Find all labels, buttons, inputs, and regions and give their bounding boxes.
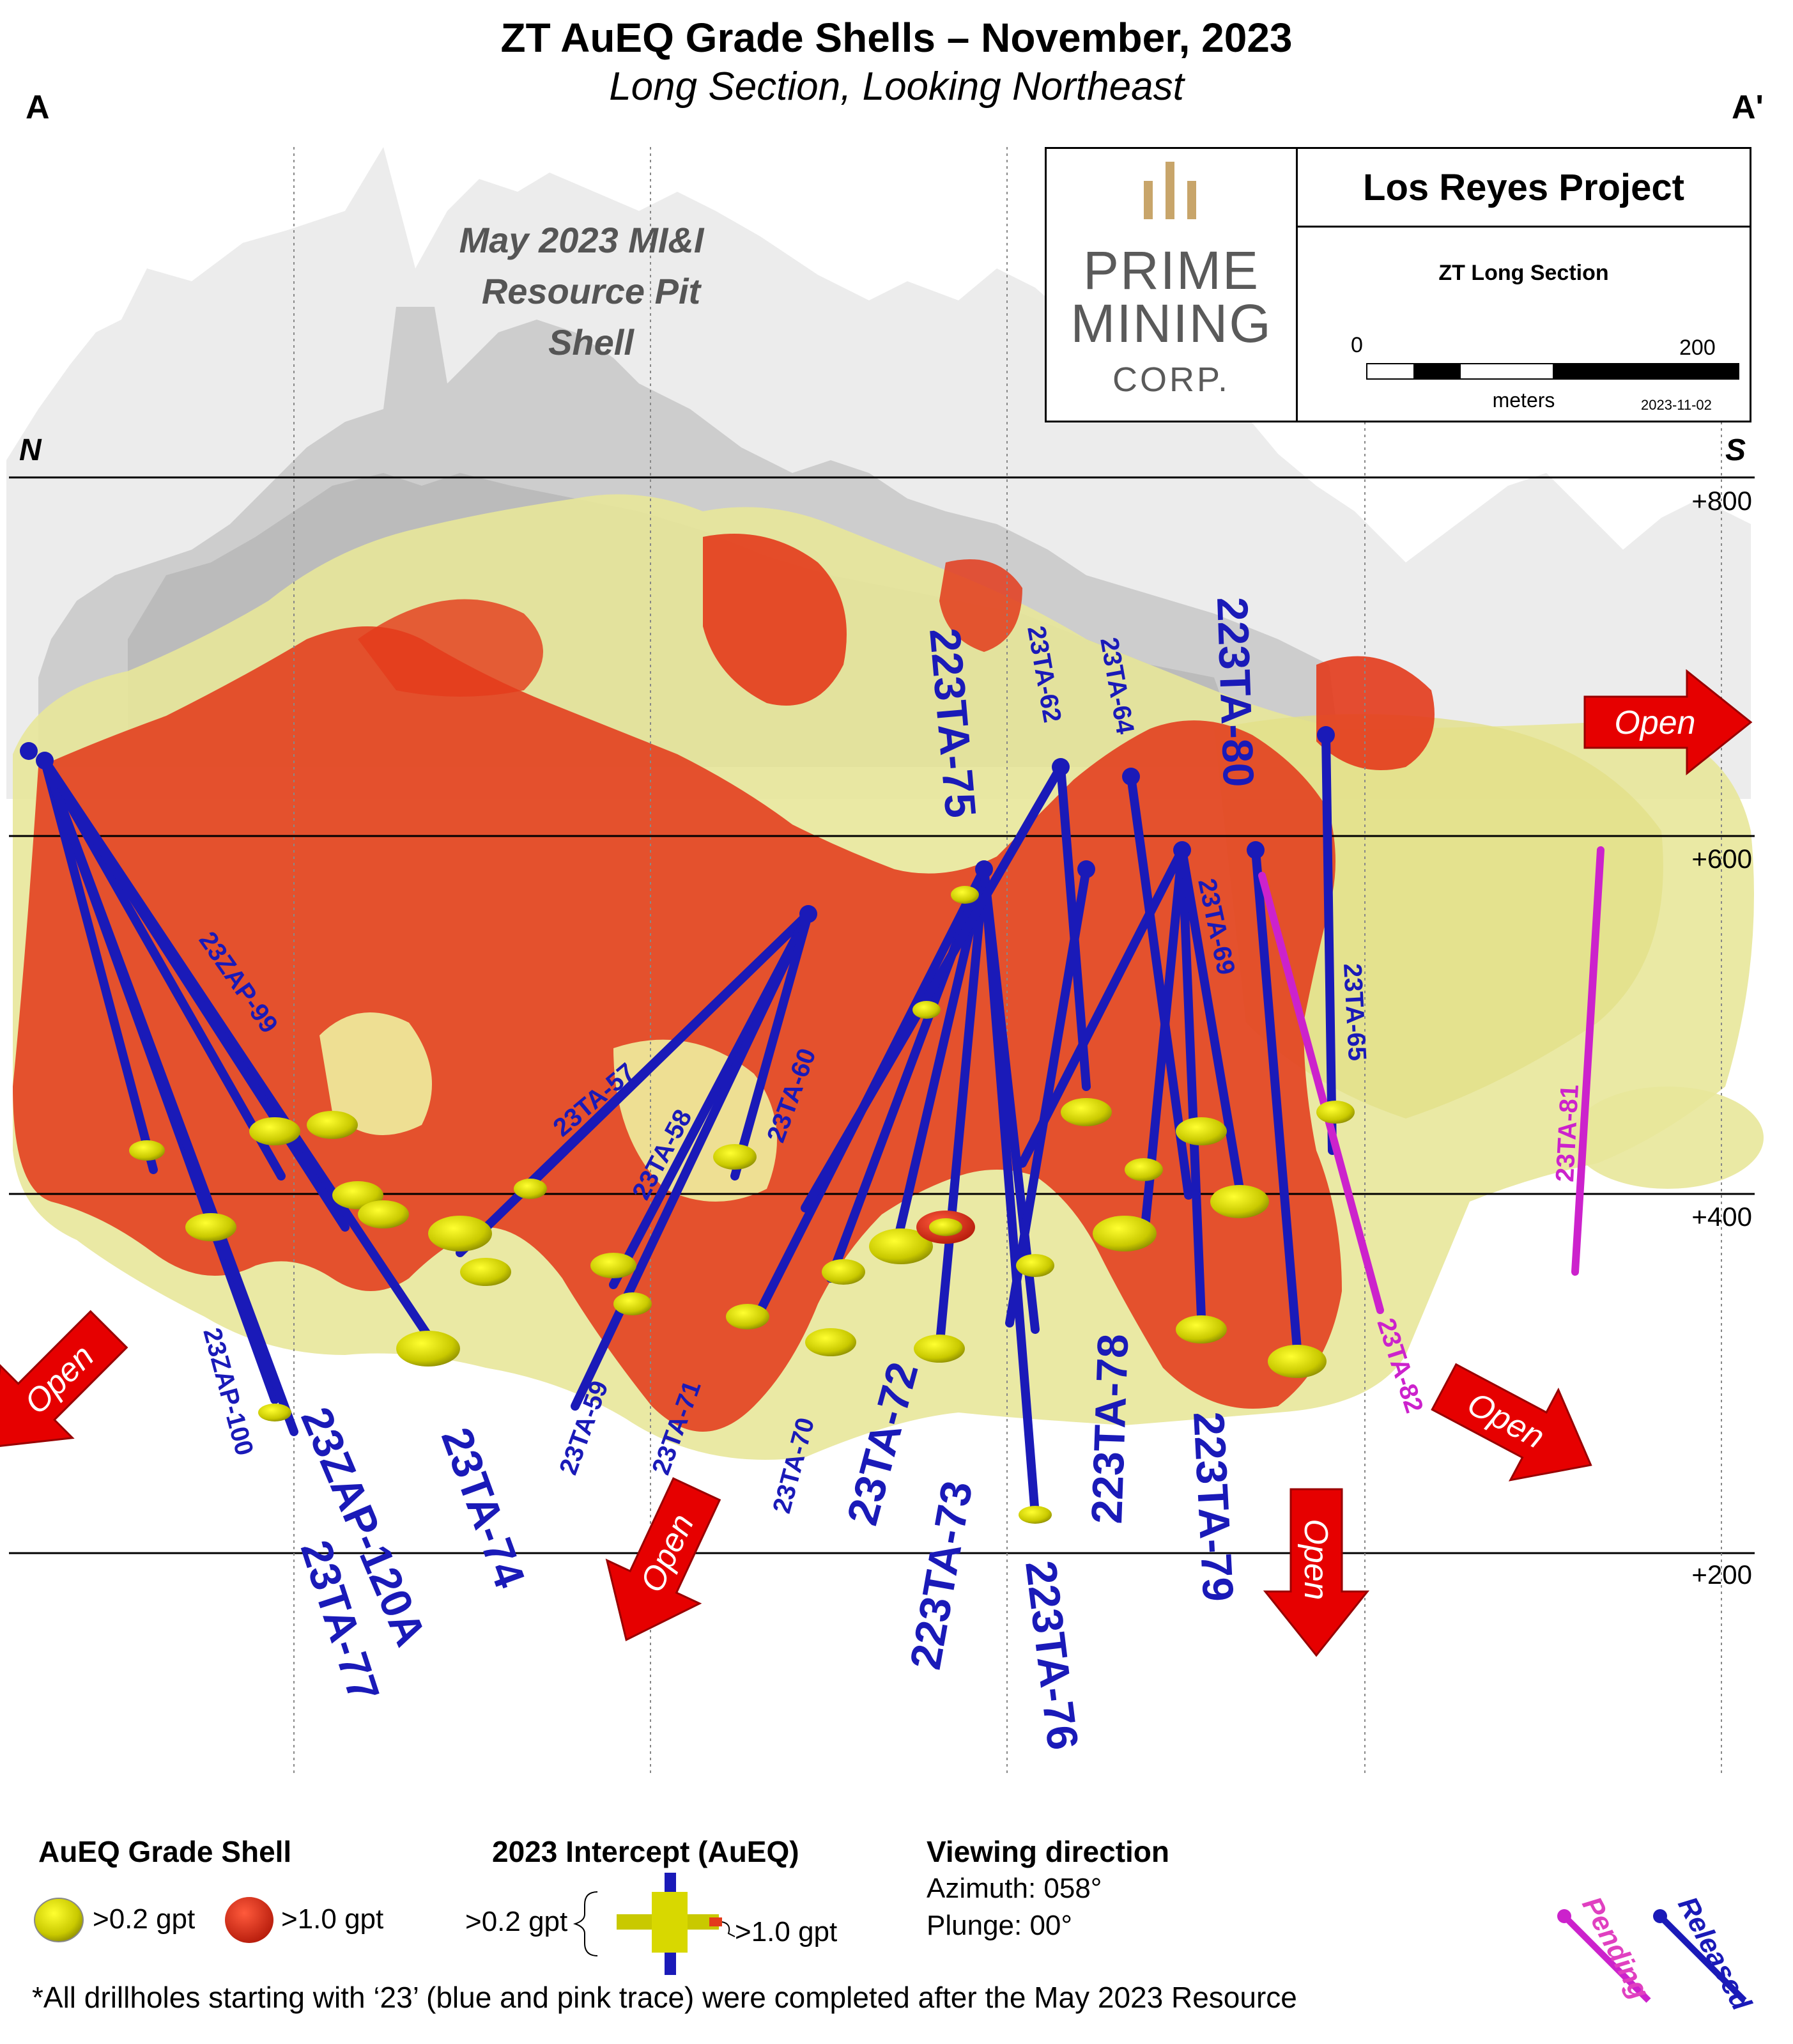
drill-collars (20, 726, 1335, 923)
pit-label-line: Shell (548, 322, 635, 362)
logo-line: PRIME (1082, 240, 1260, 300)
open-arrow: Open (605, 1477, 721, 1641)
intercept-high-label: >1.0 gpt (735, 1916, 838, 1947)
logo-bars-icon (1144, 162, 1196, 219)
drillhole-label-223ta-78: 223TA-78 (1082, 1333, 1137, 1525)
released-drill-traces (40, 731, 1337, 1519)
intercept-markers (129, 886, 1355, 1524)
footnote: *All drillholes starting with ‘23’ (blue… (32, 1981, 1297, 2014)
svg-text:Open: Open (1297, 1519, 1334, 1600)
low-grade-legend-swatch (34, 1898, 84, 1942)
released-legend-label: Released (1672, 1892, 1758, 2017)
project-info-box: PRIME MINING CORP. Los Reyes Project ZT … (1045, 147, 1751, 422)
intercept-low-label: >0.2 gpt (465, 1906, 568, 1937)
drillhole-label-223ta-80: 223TA-80 (1208, 596, 1263, 788)
drillhole-label-223ta-79: 223TA-79 (1184, 1411, 1242, 1603)
high-grade-legend-swatch (225, 1897, 273, 1943)
company-logo: PRIME MINING CORP. (1047, 149, 1298, 421)
elevation-gridlines (9, 147, 1755, 1777)
low-grade-legend-label: >0.2 gpt (93, 1903, 196, 1935)
scale-end: 200 (1679, 336, 1716, 360)
viewing-direction-title: Viewing direction (927, 1835, 1169, 1868)
intercept-legend-symbol (573, 1873, 735, 1975)
elevation-label: +800 (1691, 486, 1752, 516)
page-title: ZT AuEQ Grade Shells – November, 2023 (500, 15, 1293, 61)
elevation-label: +200 (1691, 1560, 1752, 1590)
logo-line: CORP. (1112, 360, 1231, 399)
open-arrow: Open (1431, 1363, 1592, 1482)
south-label: S (1725, 433, 1746, 467)
north-label: N (19, 433, 42, 467)
map-date: 2023-11-02 (1641, 397, 1712, 413)
open-arrow: Open (0, 1310, 128, 1448)
pit-label-line: May 2023 MI&I (459, 220, 705, 260)
section-start-marker: A (26, 89, 50, 126)
open-arrow: Open (1583, 669, 1753, 776)
elevation-label: +600 (1691, 844, 1752, 874)
drillhole-label-223ta-73: 223TA-73 (901, 1478, 981, 1673)
page-subtitle: Long Section, Looking Northeast (609, 65, 1184, 109)
elevation-label: +400 (1691, 1202, 1752, 1232)
drillhole-label-223ta-76: 223TA-76 (1016, 1558, 1088, 1753)
scale-start: 0 (1351, 333, 1363, 357)
plunge-value: Plunge: 00° (927, 1910, 1072, 1941)
pit-label-line: Resource Pit (482, 271, 702, 311)
svg-text:Open: Open (1614, 704, 1695, 741)
high-grade-legend-label: >1.0 gpt (281, 1903, 384, 1935)
pending-drill-traces (1258, 846, 1604, 1314)
open-arrow: Open (1263, 1488, 1370, 1657)
section-end-marker: A' (1732, 89, 1764, 126)
logo-line: MINING (1070, 293, 1272, 353)
pending-legend-label: Pending (1576, 1892, 1656, 2004)
drillhole-label-23ta-59: 23TA-59 (554, 1377, 614, 1478)
pending-legend-trace (1557, 1909, 1651, 2003)
drillhole-label-23ta-74: 23TA-74 (432, 1421, 534, 1594)
released-legend-trace (1653, 1909, 1747, 2003)
drillhole-label-23ta-81: 23TA-81 (1551, 1084, 1584, 1183)
project-name: Los Reyes Project (1298, 149, 1750, 228)
grade-legend-title: AuEQ Grade Shell (38, 1835, 292, 1868)
scale-unit: meters (1492, 389, 1555, 412)
section-name: ZT Long Section (1438, 261, 1609, 285)
scale-bar (1366, 363, 1739, 380)
drillhole-label-23zap-100: 23ZAP-100 (197, 1325, 258, 1459)
azimuth-value: Azimuth: 058° (927, 1873, 1102, 1904)
drillhole-label-23ta-65: 23TA-65 (1338, 963, 1371, 1062)
intercept-legend-title: 2023 Intercept (AuEQ) (492, 1835, 799, 1868)
